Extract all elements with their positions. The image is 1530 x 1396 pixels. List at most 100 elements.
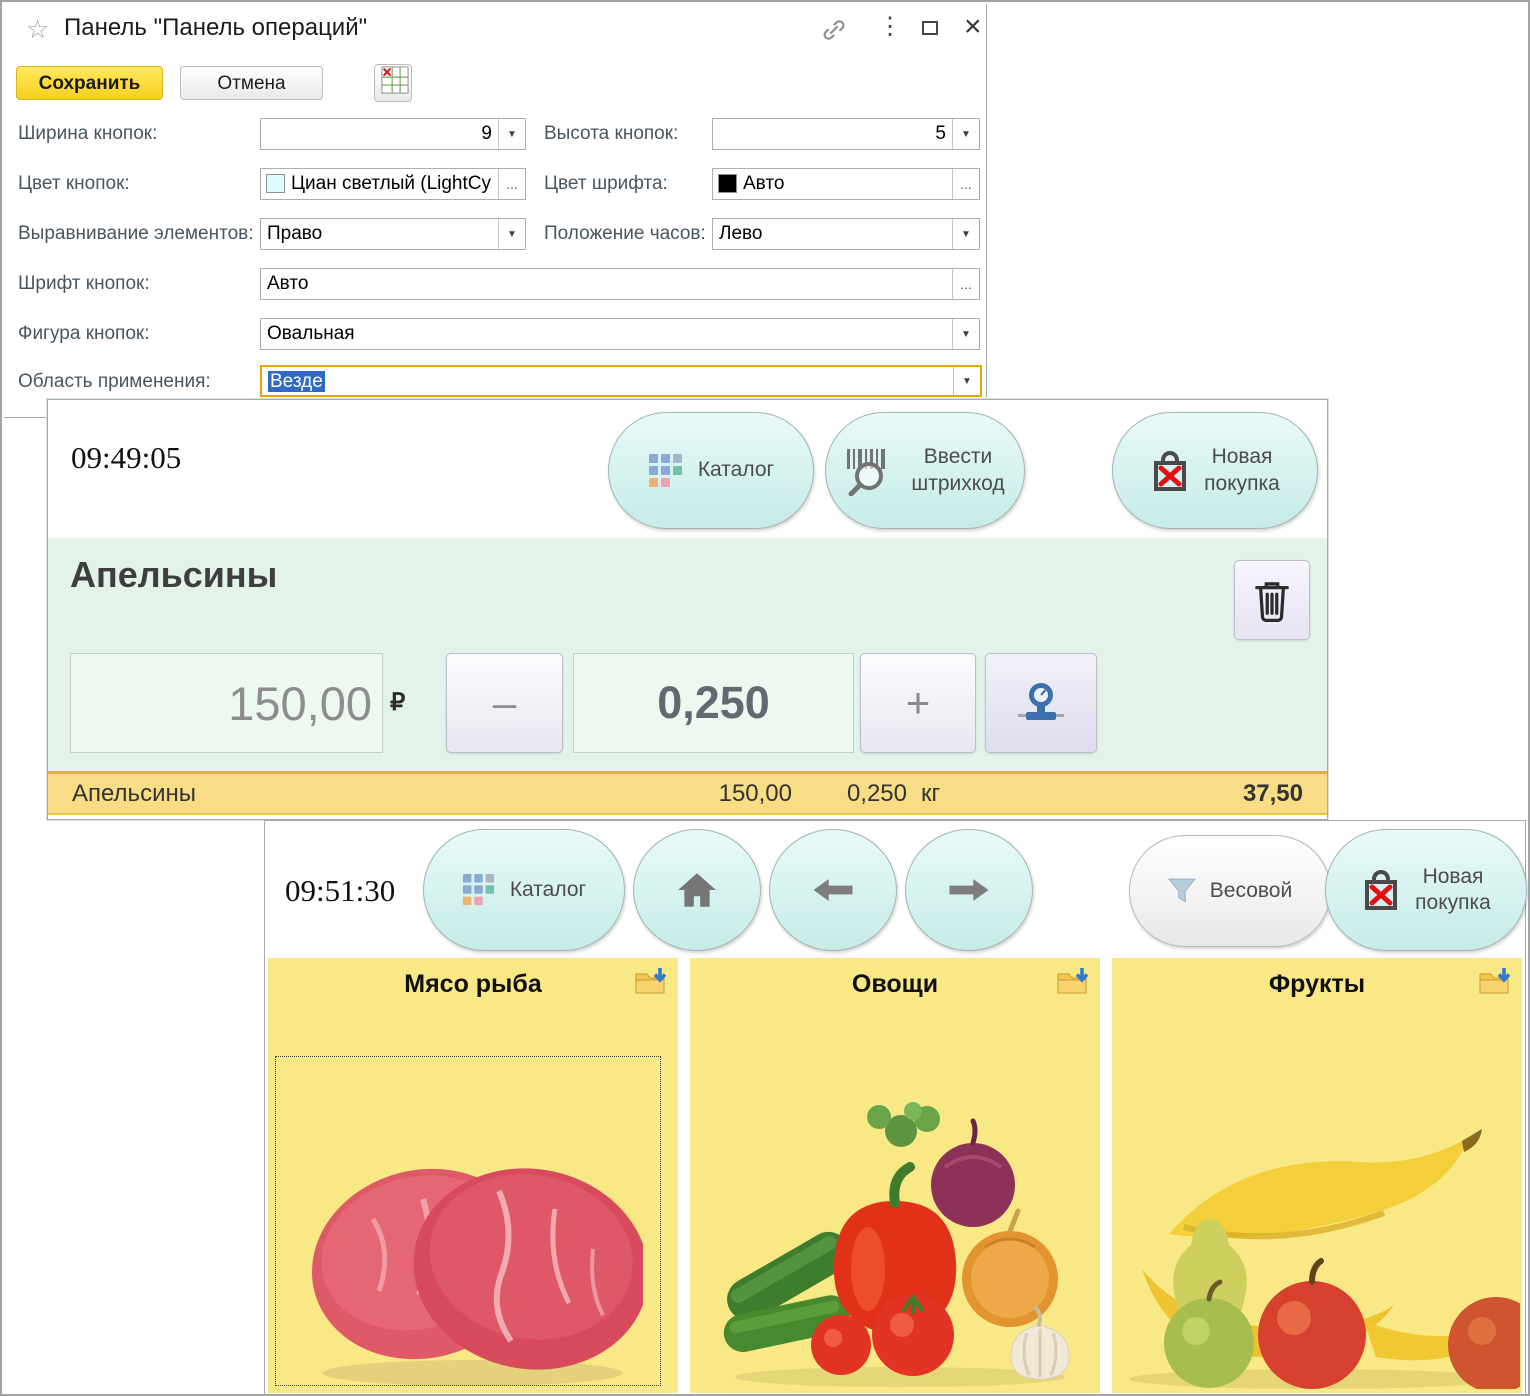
field-value[interactable]: Лево [719,223,763,244]
field-value[interactable]: Овальная [267,323,355,344]
cart-item-price: 150,00 [718,779,792,807]
category-title: Овощи [851,970,939,998]
button-label: Новая покупка [1204,444,1280,497]
settings-window: ☆ Панель "Панель операций" ⋮ × Сохранить… [4,4,987,418]
plus-icon: + [905,679,931,726]
pos-window-1: 09:49:05 Каталог [47,399,1328,820]
forward-button[interactable] [905,829,1033,951]
field-value[interactable]: Везде [262,367,953,395]
dropdown-button[interactable]: ▼ [952,219,979,249]
arrow-right-icon [949,879,989,901]
selected-text[interactable]: Везде [268,371,325,392]
quantity-minus-button[interactable]: – [446,653,563,753]
weigh-button[interactable] [985,653,1097,753]
home-button[interactable] [633,829,761,951]
pos-window-2: 09:51:30 Каталог [264,820,1527,1394]
label-line-2: покупка [1415,891,1491,914]
filter-icon [1167,878,1196,903]
category-card-fruits[interactable]: Фрукты [1112,958,1522,1393]
dropdown-button[interactable]: ▼ [952,319,979,349]
dropdown-button[interactable]: ▼ [952,119,979,149]
category-title: Мясо рыба [404,970,542,998]
alignment-field[interactable]: Право ▼ [260,218,526,250]
field-label: Область применения: [18,371,211,392]
ellipsis-button[interactable]: ... [498,169,525,199]
button-label: Каталог [697,458,775,482]
back-button[interactable] [769,829,897,951]
excel-export-button[interactable] [374,64,412,102]
chevron-down-icon: ▼ [961,128,971,140]
ellipsis-icon: ... [506,176,518,192]
field-value[interactable]: 9 [481,123,492,144]
field-label: Фигура кнопок: [18,323,150,344]
field-label: Выравнивание элементов: [18,223,254,244]
category-title: Фрукты [1268,970,1366,998]
minus-icon: – [492,679,517,726]
button-font-field[interactable]: Авто ... [260,268,980,300]
field-label: Ширина кнопок: [18,123,158,144]
enter-barcode-button[interactable]: Ввести штрихкод [825,412,1025,529]
dropdown-button[interactable]: ▼ [953,367,980,395]
label-line-1: Ввести [923,445,993,469]
field-value[interactable]: 5 [935,123,946,144]
clock: 09:49:05 [71,440,182,475]
category-card-vegetables[interactable]: Овощи [690,958,1100,1393]
field-value[interactable]: Циан светлый (LightCy [291,173,491,194]
field-label: Высота кнопок: [544,123,679,144]
cart-item-total: 37,50 [1242,779,1303,807]
new-purchase-button[interactable]: Новая покупка [1325,829,1527,951]
save-button[interactable]: Сохранить [16,66,163,100]
button-color-field[interactable]: Циан светлый (LightCy ... [260,168,526,200]
open-folder-icon[interactable] [1478,967,1511,1000]
current-item-panel: Апельсины 150,00 ₽ – 0,250 [48,538,1327,771]
ellipsis-button[interactable]: ... [952,169,979,199]
price-field[interactable]: 150,00 [70,653,383,753]
maximize-icon[interactable] [922,21,938,35]
chevron-down-icon: ▼ [962,375,972,387]
link-icon[interactable] [822,18,846,47]
cancel-button[interactable]: Отмена [180,66,323,100]
chevron-down-icon: ▼ [961,228,971,240]
delete-item-button[interactable] [1234,560,1310,640]
field-value[interactable]: Право [267,223,323,244]
toolbar: Сохранить Отмена [4,64,986,104]
close-icon[interactable]: × [964,10,982,43]
catalog-button[interactable]: Каталог [423,829,625,951]
arrow-left-icon [813,879,853,901]
ellipsis-icon: ... [960,176,972,192]
button-height-field[interactable]: 5 ▼ [712,118,980,150]
button-width-field[interactable]: 9 ▼ [260,118,526,150]
category-card-meat[interactable]: Мясо рыба [268,958,678,1393]
vegetables-image [723,1102,1070,1387]
catalog-button[interactable]: Каталог [608,412,814,529]
new-purchase-button[interactable]: Новая покупка [1112,412,1318,529]
quantity-field[interactable]: 0,250 [573,653,854,753]
field-value[interactable]: Авто [267,273,309,294]
cart-line-item[interactable]: Апельсины 150,00 0,250 кг 37,50 [48,771,1327,815]
favorite-star-icon[interactable]: ☆ [26,14,50,44]
button-label: Весовой [1209,878,1293,902]
chevron-down-icon: ▼ [961,328,971,340]
ellipsis-button[interactable]: ... [952,269,979,299]
open-folder-icon[interactable] [1056,967,1089,1000]
open-folder-icon[interactable] [634,967,667,1000]
font-color-field[interactable]: Авто ... [712,168,980,200]
label-line-1: Новая [1211,445,1273,469]
new-purchase-bag-icon [1365,870,1398,910]
scale-icon [1018,683,1064,720]
fruits-image [1129,1129,1520,1389]
more-menu-icon[interactable]: ⋮ [878,13,902,40]
quantity-plus-button[interactable]: + [860,653,976,753]
button-shape-field[interactable]: Овальная ▼ [260,318,980,350]
dropdown-button[interactable]: ▼ [498,119,525,149]
button-label: Каталог [509,877,587,901]
field-value[interactable]: Авто [743,173,785,194]
weight-filter-button[interactable]: Весовой [1129,835,1331,947]
button-label: Ввести штрихкод [911,444,1004,497]
catalog-grid-icon [648,453,682,487]
window-title: Панель "Панель операций" [64,14,368,41]
clock-position-field[interactable]: Лево ▼ [712,218,980,250]
scope-field[interactable]: Везде ▼ [260,365,982,397]
new-purchase-bag-icon [1154,450,1187,491]
dropdown-button[interactable]: ▼ [498,219,525,249]
